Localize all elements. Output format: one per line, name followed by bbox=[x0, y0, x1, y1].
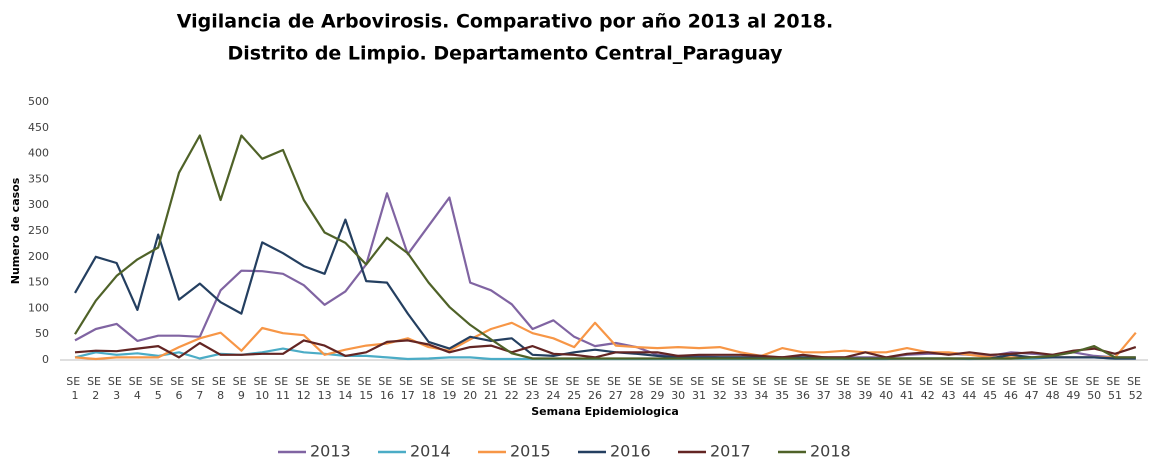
x-axis-label: Semana Epidemiologica bbox=[531, 405, 679, 418]
y-tick-label: 500 bbox=[28, 95, 49, 108]
x-tick-label: SE 7 bbox=[191, 375, 208, 402]
x-tick-label: SE 9 bbox=[233, 375, 250, 402]
x-tick-label: SE 22 bbox=[503, 375, 520, 402]
x-tick-label: SE 1 bbox=[66, 375, 83, 402]
x-tick-label: SE 40 bbox=[877, 375, 894, 402]
legend-label: 2018 bbox=[810, 442, 851, 461]
legend-label: 2014 bbox=[410, 442, 451, 461]
x-tick-label: SE 45 bbox=[981, 375, 998, 402]
x-tick-label: SE 39 bbox=[857, 375, 874, 402]
y-tick-label: 200 bbox=[28, 250, 49, 263]
series-line bbox=[74, 134, 1136, 360]
x-tick-label: SE 16 bbox=[378, 375, 395, 402]
x-tick-label: SE 44 bbox=[961, 375, 978, 402]
x-tick-label: SE 37 bbox=[815, 375, 832, 402]
x-tick-label: SE 51 bbox=[1106, 375, 1123, 402]
x-tick-label: SE 24 bbox=[545, 375, 562, 402]
x-tick-label: SE 34 bbox=[753, 375, 770, 402]
x-tick-label: SE 11 bbox=[274, 375, 291, 402]
x-tick-label: SE 12 bbox=[295, 375, 312, 402]
chart-title: Vigilancia de Arbovirosis. Comparativo p… bbox=[177, 11, 833, 33]
x-tick-label: SE 18 bbox=[420, 375, 437, 402]
x-tick-label: SE 8 bbox=[212, 375, 229, 402]
x-tick-label: SE 32 bbox=[711, 375, 728, 402]
x-tick-label: SE 52 bbox=[1127, 375, 1144, 402]
y-tick-label: 400 bbox=[28, 147, 49, 160]
x-tick-label: SE 25 bbox=[565, 375, 582, 402]
x-tick-label: SE 35 bbox=[773, 375, 790, 402]
x-tick-label: SE 28 bbox=[628, 375, 645, 402]
x-tick-label: SE 41 bbox=[898, 375, 915, 402]
y-tick-label: 0 bbox=[42, 353, 49, 366]
chart-subtitle: Distrito de Limpio. Departamento Central… bbox=[228, 43, 784, 65]
x-tick-label: SE 38 bbox=[836, 375, 853, 402]
x-tick-label: SE 46 bbox=[1002, 375, 1019, 402]
x-tick-label: SE 23 bbox=[524, 375, 541, 402]
x-tick-label: SE 6 bbox=[170, 375, 187, 402]
x-tick-label: SE 13 bbox=[316, 375, 333, 402]
x-tick-label: SE 10 bbox=[253, 375, 270, 402]
series-line bbox=[74, 339, 1137, 359]
x-tick-label: SE 30 bbox=[669, 375, 686, 402]
x-tick-label: SE 15 bbox=[357, 375, 374, 402]
x-tick-label: SE 17 bbox=[399, 375, 416, 402]
y-tick-label: 350 bbox=[28, 172, 49, 185]
x-tick-label: SE 48 bbox=[1044, 375, 1061, 402]
x-tick-label: SE 14 bbox=[337, 375, 354, 402]
x-tick-label: SE 47 bbox=[1023, 375, 1040, 402]
x-tick-label: SE 4 bbox=[129, 375, 146, 402]
x-tick-label: SE 43 bbox=[940, 375, 957, 402]
x-tick-label: SE 42 bbox=[919, 375, 936, 402]
x-tick-label: SE 29 bbox=[649, 375, 666, 402]
x-tick-label: SE 49 bbox=[1065, 375, 1082, 402]
legend-label: 2016 bbox=[610, 442, 651, 461]
x-tick-label: SE 19 bbox=[441, 375, 458, 402]
x-tick-label: SE 3 bbox=[108, 375, 125, 402]
x-tick-label: SE 5 bbox=[149, 375, 166, 402]
y-tick-label: 450 bbox=[28, 121, 49, 134]
legend-label: 2017 bbox=[710, 442, 751, 461]
legend-label: 2013 bbox=[310, 442, 351, 461]
x-tick-label: SE 27 bbox=[607, 375, 624, 402]
x-tick-label: SE 36 bbox=[794, 375, 811, 402]
y-axis-label: Numero de casos bbox=[9, 177, 22, 284]
x-tick-label: SE 21 bbox=[482, 375, 499, 402]
y-tick-label: 250 bbox=[28, 224, 49, 237]
y-tick-label: 50 bbox=[35, 327, 49, 340]
y-tick-label: 100 bbox=[28, 301, 49, 314]
series-line bbox=[74, 218, 1136, 360]
x-tick-label: SE 20 bbox=[461, 375, 478, 402]
y-tick-label: 150 bbox=[28, 276, 49, 289]
x-tick-label: SE 31 bbox=[690, 375, 707, 402]
legend-label: 2015 bbox=[510, 442, 551, 461]
x-tick-label: SE 33 bbox=[732, 375, 749, 402]
x-tick-label: SE 50 bbox=[1085, 375, 1102, 402]
y-tick-label: 300 bbox=[28, 198, 49, 211]
x-tick-label: SE 2 bbox=[87, 375, 104, 402]
x-tick-label: SE 26 bbox=[586, 375, 603, 402]
